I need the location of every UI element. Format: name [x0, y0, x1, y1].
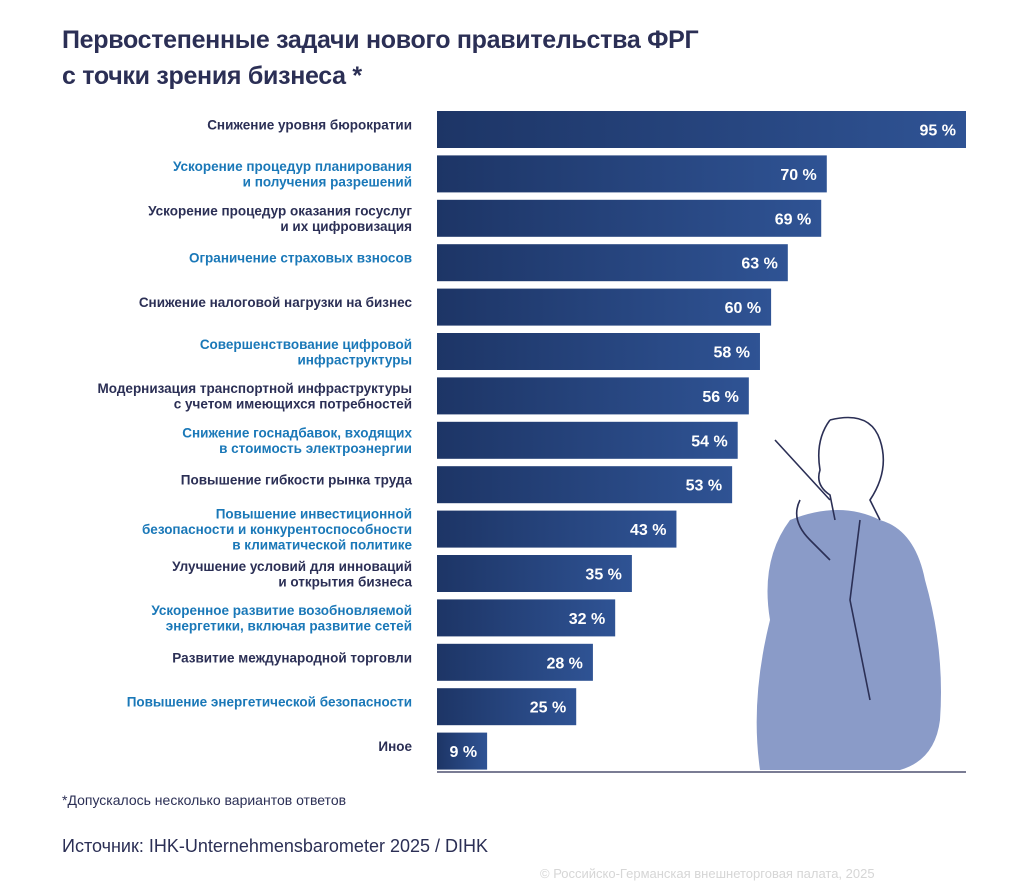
bar — [437, 555, 632, 592]
data-label: 53 % — [686, 478, 722, 495]
data-label: 70 % — [780, 167, 816, 184]
category-label: Развитие международной торговли — [172, 650, 412, 665]
title-line-1: Первостепенные задачи нового правительст… — [62, 26, 699, 54]
data-label: 69 % — [775, 211, 811, 228]
bar — [437, 466, 733, 504]
footnote: *Допускалось несколько вариантов ответов — [62, 792, 347, 808]
bar — [437, 111, 966, 148]
category-label: Модернизация транспортной инфраструктуры… — [98, 381, 412, 412]
data-label: 58 % — [713, 345, 749, 362]
data-label: 9 % — [450, 744, 478, 761]
data-label: 25 % — [530, 700, 566, 717]
data-label: 54 % — [691, 433, 727, 450]
figure-jacket — [756, 510, 941, 770]
category-label: Ограничение страховых взносов — [189, 251, 412, 266]
copyright: © Российско-Германская внешнеторговая па… — [540, 866, 875, 881]
category-label: Повышение инвестиционной безопасности и к… — [142, 507, 413, 553]
category-label: Снижение налоговой нагрузки на бизнес — [139, 295, 413, 310]
bar — [437, 510, 677, 548]
data-label: 63 % — [741, 256, 777, 273]
bar — [437, 643, 593, 681]
data-label: 35 % — [585, 567, 621, 584]
source: Источник: IHK-Unternehmensbarometer 2025… — [62, 836, 488, 856]
category-label: Повышение гибкости рынка труда — [181, 473, 413, 488]
category-label: Улучшение условий для инноваций и открыти… — [172, 559, 412, 590]
category-label: Ускорение процедур планирования и получен… — [173, 159, 412, 190]
bar — [437, 688, 577, 726]
thinking-man-illustration — [756, 416, 941, 770]
data-label: 56 % — [702, 389, 738, 406]
data-label: 95 % — [920, 123, 956, 140]
category-label: Совершенствование цифровой инфраструктуры — [200, 337, 412, 368]
figure-outline — [774, 416, 885, 701]
bar — [437, 199, 822, 237]
bar — [437, 288, 772, 326]
category-label: Иное — [378, 739, 412, 754]
category-label: Ускоренное развитие возобновляемой энерге… — [151, 603, 412, 634]
title-line-2: с точки зрения бизнеса * — [62, 62, 362, 90]
category-label: Снижение госнадбавок, входящих в стоимост… — [182, 426, 412, 457]
category-label: Ускорение процедур оказания госуслуг и их… — [148, 204, 412, 235]
data-label: 43 % — [630, 522, 666, 539]
bar — [437, 333, 760, 370]
bar — [437, 244, 788, 282]
data-label: 32 % — [569, 611, 605, 628]
category-label: Снижение уровня бюрократии — [207, 118, 412, 133]
bar — [437, 421, 738, 459]
bar — [437, 155, 827, 193]
category-label: Повышение энергетической безопасности — [127, 695, 412, 710]
bar — [437, 732, 488, 770]
data-label: 28 % — [546, 655, 582, 672]
bar — [437, 377, 749, 415]
bar — [437, 599, 616, 637]
data-label: 60 % — [725, 300, 761, 317]
chart-title: Первостепенные задачи нового правительст… — [62, 22, 699, 94]
